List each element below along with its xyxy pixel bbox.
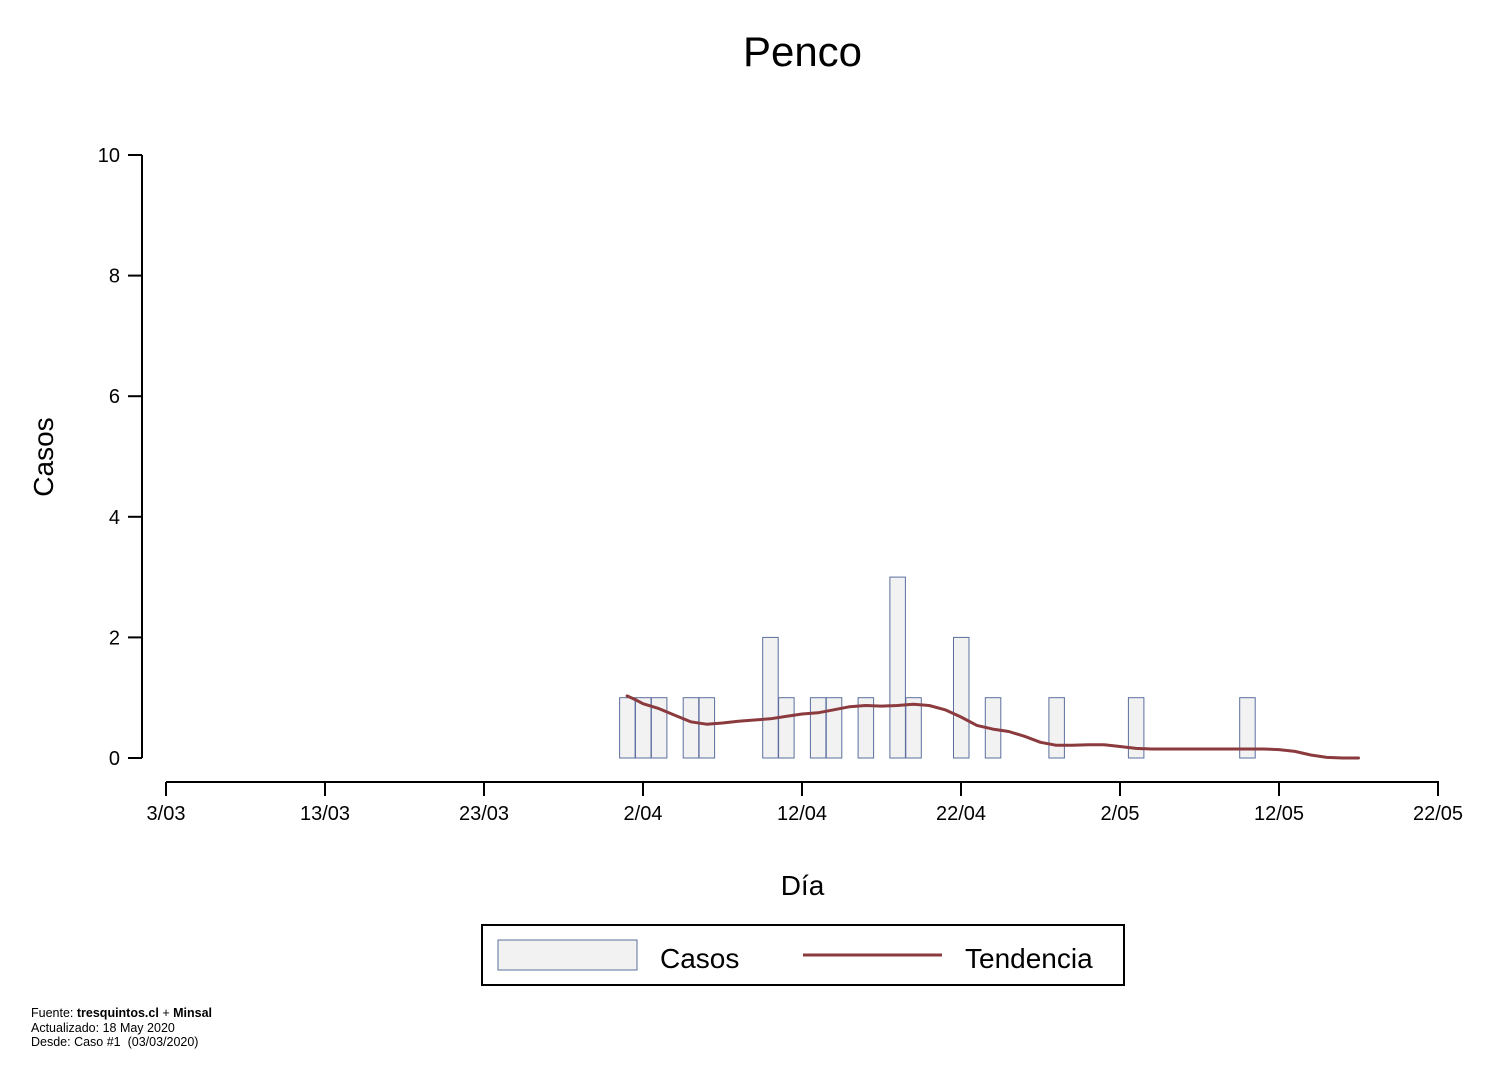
bar-day-31 [650,697,668,759]
footer-updated: Actualizado: 18 May 2020 [31,1020,175,1035]
x-tick-label-0: 3/03 [147,803,186,825]
bar-day-34 [698,697,716,759]
bar-day-68 [1239,697,1256,759]
y-tick-label-8: 8 [109,266,120,288]
x-tick-label-30: 2/04 [624,803,663,825]
x-tick-label-80: 22/05 [1413,803,1463,825]
bar-day-29 [619,697,636,759]
footer-since: Desde: Caso #1 (03/03/2020) [31,1035,199,1049]
legend-tendencia-label: Tendencia [965,943,1093,974]
y-axis-ticks: 0 2 4 6 8 10 [98,145,142,770]
bar-day-33 [682,697,700,759]
bar-day-38 [762,636,779,759]
bar-day-41 [809,697,827,759]
bar-day-56 [1048,697,1065,759]
x-tick-label-10: 13/03 [300,803,350,825]
bar-day-42 [825,697,843,759]
footer-source: Fuente: tresquintos.cl + Minsal [31,1006,212,1020]
x-axis-label: Día [780,870,825,901]
x-tick-label-50: 22/04 [936,803,986,825]
bar-day-39 [778,697,795,759]
x-tick-label-20: 23/03 [459,803,509,825]
y-tick-label-10: 10 [98,145,120,167]
x-tick-label-60: 2/05 [1101,803,1140,825]
bars-group [619,576,1256,759]
bar-day-50 [953,636,970,759]
bar-day-46 [889,576,906,759]
chart-title: Penco [742,28,863,75]
legend-casos-swatch [497,939,638,971]
legend: Casos Tendencia [481,924,1125,986]
trend-line [625,694,1360,760]
y-axis-label: Casos [28,417,59,497]
y-tick-label-2: 2 [109,627,120,649]
x-tick-label-40: 12/04 [777,803,827,825]
bar-day-47 [905,697,922,759]
bar-day-61 [1127,697,1145,759]
legend-casos-label: Casos [660,943,739,974]
y-tick-label-4: 4 [109,507,120,529]
y-tick-label-0: 0 [109,748,120,770]
bar-day-44 [857,697,875,759]
footer: Fuente: tresquintos.cl + Minsal Actualiz… [31,1006,212,1050]
x-tick-label-70: 12/05 [1254,803,1304,825]
x-axis-ticks: 3/03 13/03 23/03 2/04 12/04 22/04 2/05 12/05 22/… [147,782,1463,825]
y-tick-label-6: 6 [109,386,120,408]
